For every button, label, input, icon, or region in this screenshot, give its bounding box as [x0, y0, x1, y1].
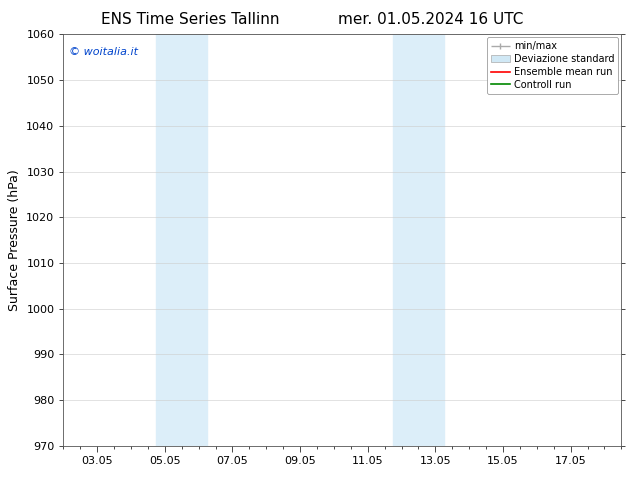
Legend: min/max, Deviazione standard, Ensemble mean run, Controll run: min/max, Deviazione standard, Ensemble m…: [487, 37, 618, 94]
Y-axis label: Surface Pressure (hPa): Surface Pressure (hPa): [8, 169, 21, 311]
Bar: [393, 34, 444, 446]
Bar: [157, 34, 207, 446]
Text: ENS Time Series Tallinn: ENS Time Series Tallinn: [101, 12, 280, 27]
Text: © woitalia.it: © woitalia.it: [69, 47, 138, 57]
Text: mer. 01.05.2024 16 UTC: mer. 01.05.2024 16 UTC: [339, 12, 524, 27]
